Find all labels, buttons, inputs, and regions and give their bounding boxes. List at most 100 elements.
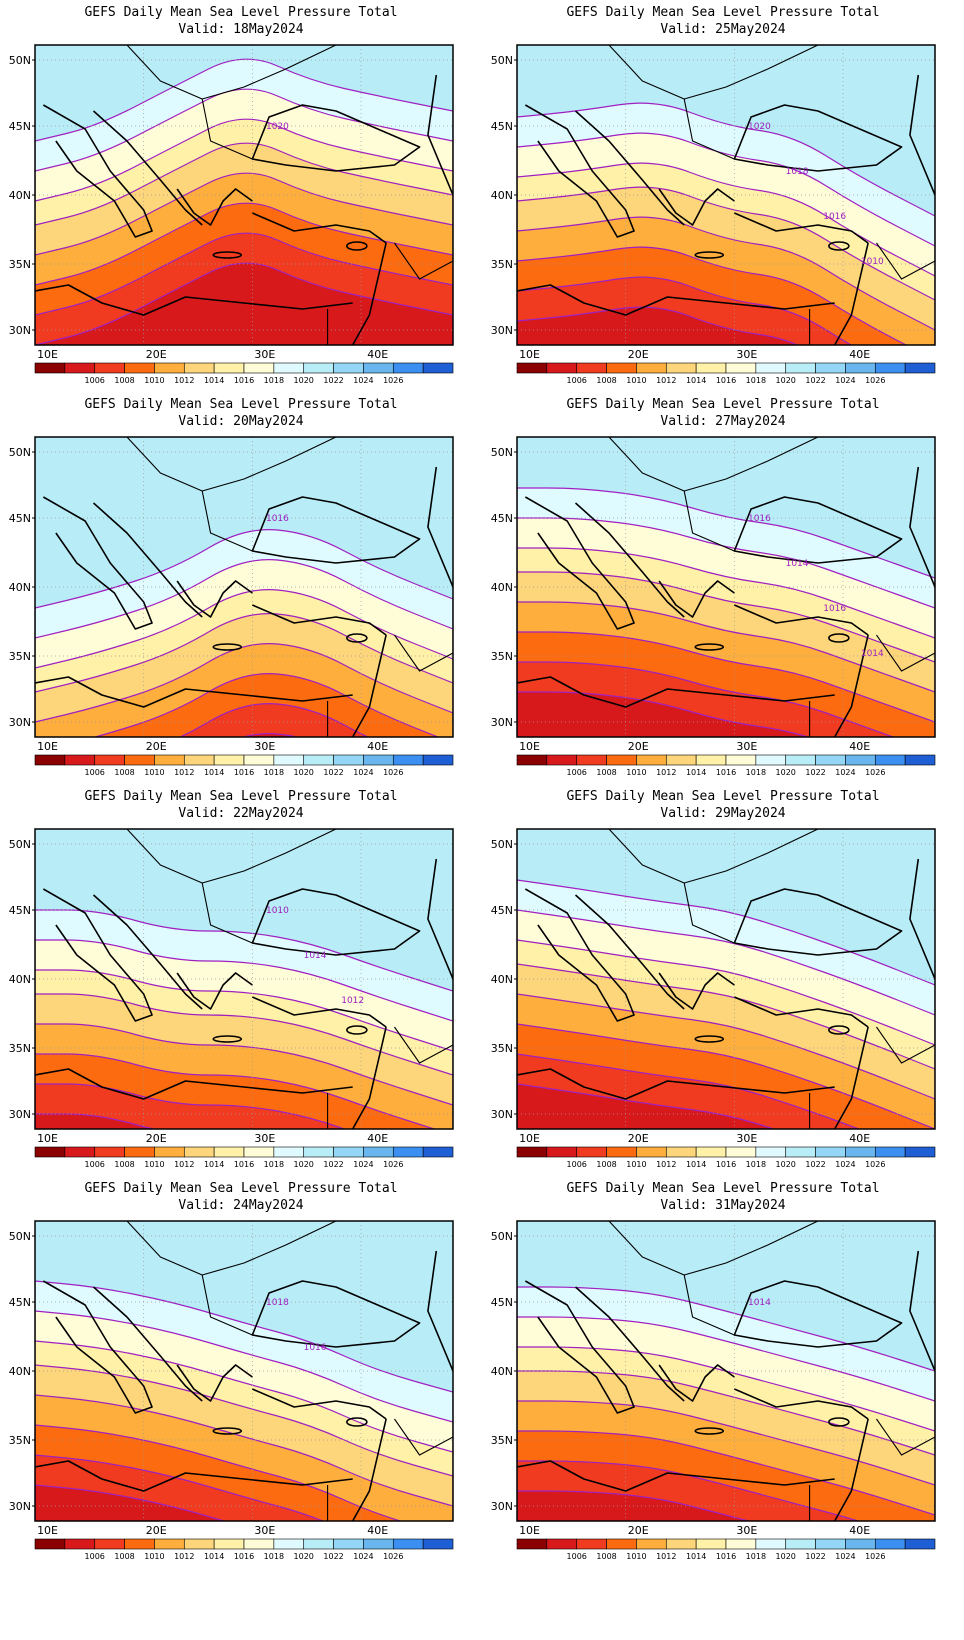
lon-label: 10E	[37, 1524, 58, 1537]
contour-label: 1016	[266, 514, 289, 524]
pressure-band	[179, 703, 370, 737]
lat-lon-grid	[517, 45, 935, 345]
lon-label: 30E	[254, 740, 275, 753]
lat-label: 40N	[9, 581, 31, 594]
colorbar-swatch	[94, 362, 125, 374]
lat-label: 30N	[9, 1108, 31, 1121]
colorbar-label: 1006	[85, 376, 105, 385]
contour-label: 1020	[748, 122, 771, 132]
colorbar: 1006 1008 1010 1012 1014 1016 1018 1020 1022 1024…	[516, 1146, 936, 1169]
map-panel: GEFS Daily Mean Sea Level Pressure Total…	[0, 392, 482, 802]
colorbar-swatch	[124, 1538, 155, 1550]
colorbar-label: 1016	[234, 376, 254, 385]
lon-label: 40E	[849, 1524, 870, 1537]
lat-label: 50N	[9, 1230, 31, 1243]
lat-label: 45N	[491, 512, 513, 525]
lon-label: 10E	[519, 740, 540, 753]
colorbar-swatch	[785, 362, 816, 374]
colorbar-swatch	[606, 1538, 637, 1550]
colorbar-swatch	[213, 754, 245, 766]
colorbar-label: 1024	[835, 1160, 855, 1169]
colorbar-label: 1022	[323, 376, 343, 385]
colorbar-swatch	[154, 754, 185, 766]
colorbar-swatch	[64, 1538, 96, 1550]
colorbar-label: 1010	[144, 1552, 164, 1561]
lat-lon-grid	[517, 1221, 935, 1521]
colorbar: 1006 1008 1010 1012 1014 1016 1018 1020 1022 1024…	[516, 362, 936, 385]
colorbar-swatch	[333, 754, 364, 766]
map-panel: GEFS Daily Mean Sea Level Pressure Total…	[482, 0, 964, 410]
colorbar-swatch	[606, 362, 637, 374]
colorbar-label: 1006	[85, 768, 105, 777]
panel-title: GEFS Daily Mean Sea Level Pressure Total…	[482, 396, 964, 430]
contour-label: 1018	[266, 1298, 289, 1308]
colorbar-swatch	[904, 754, 936, 766]
colorbar-swatch	[392, 1538, 424, 1550]
contour-label: 1016	[823, 604, 846, 614]
colorbar-swatch	[64, 754, 96, 766]
colorbar-label: 1024	[353, 1160, 373, 1169]
colorbar-swatch	[576, 754, 607, 766]
colorbar-label: 1014	[204, 768, 224, 777]
colorbar-label: 1008	[596, 376, 616, 385]
colorbar-swatch	[695, 1538, 727, 1550]
contour-label: 1014	[786, 559, 809, 569]
colorbar-label: 1020	[294, 1552, 314, 1561]
colorbar-label: 1026	[383, 1552, 403, 1561]
map-panel: GEFS Daily Mean Sea Level Pressure Total…	[482, 784, 964, 1194]
contour-label: 1012	[341, 996, 364, 1006]
colorbar-swatch	[516, 362, 548, 374]
lon-label: 10E	[519, 1524, 540, 1537]
title-text: GEFS Daily Mean Sea Level Pressure Total	[566, 5, 880, 20]
lat-label: 40N	[9, 973, 31, 986]
colorbar-label: 1016	[234, 768, 254, 777]
colorbar-label: 1006	[85, 1552, 105, 1561]
colorbar-label: 1020	[776, 768, 796, 777]
colorbar-label: 1012	[174, 1160, 194, 1169]
colorbar: 1006 1008 1010 1012 1014 1016 1018 1020 1022 1024…	[516, 754, 936, 777]
colorbar: 1006 1008 1010 1012 1014 1016 1018 1020 1022 1024…	[516, 1538, 936, 1561]
colorbar-swatch	[183, 1538, 215, 1550]
colorbar-swatch	[636, 1146, 667, 1158]
valid-date: Valid: 20May2024	[178, 414, 304, 429]
colorbar-label: 1024	[353, 768, 373, 777]
colorbar-label: 1024	[835, 768, 855, 777]
colorbar-label: 1014	[686, 1160, 706, 1169]
colorbar-swatch	[725, 1146, 757, 1158]
colorbar-swatch	[755, 1538, 787, 1550]
colorbar-swatch	[64, 362, 96, 374]
lat-lon-grid	[35, 1221, 453, 1521]
colorbar-swatch	[815, 1538, 846, 1550]
colorbar-label: 1010	[626, 768, 646, 777]
lat-label: 50N	[9, 54, 31, 67]
lat-label: 30N	[491, 1500, 513, 1513]
title-text: GEFS Daily Mean Sea Level Pressure Total	[84, 397, 398, 412]
pressure-band	[35, 1484, 227, 1521]
panel-title: GEFS Daily Mean Sea Level Pressure Total…	[482, 788, 964, 822]
colorbar-swatch	[546, 1146, 578, 1158]
colorbar-label: 1024	[353, 376, 373, 385]
colorbar-label: 1012	[174, 1552, 194, 1561]
lon-label: 30E	[254, 1132, 275, 1145]
pressure-band	[35, 262, 453, 345]
colorbar-label: 1026	[865, 768, 885, 777]
colorbar-swatch	[363, 362, 394, 374]
colorbar-swatch	[154, 1538, 185, 1550]
map-panel: GEFS Daily Mean Sea Level Pressure Total…	[0, 0, 482, 410]
lon-label: 40E	[367, 1524, 388, 1537]
lon-label: 40E	[367, 1132, 388, 1145]
colorbar-swatch	[755, 1146, 787, 1158]
colorbar-swatch	[94, 754, 125, 766]
panel-title: GEFS Daily Mean Sea Level Pressure Total…	[482, 1180, 964, 1214]
colorbar-label: 1026	[865, 376, 885, 385]
contour-label: 1014	[861, 649, 884, 659]
coastlines	[517, 437, 935, 737]
contour-label: 1014	[304, 951, 327, 961]
lat-lon-grid	[35, 45, 453, 345]
colorbar-label: 1014	[204, 1552, 224, 1561]
colorbar: 1006 1008 1010 1012 1014 1016 1018 1020 1022 1024…	[34, 1146, 454, 1169]
title-text: GEFS Daily Mean Sea Level Pressure Total	[84, 1181, 398, 1196]
colorbar-label: 1022	[805, 1160, 825, 1169]
